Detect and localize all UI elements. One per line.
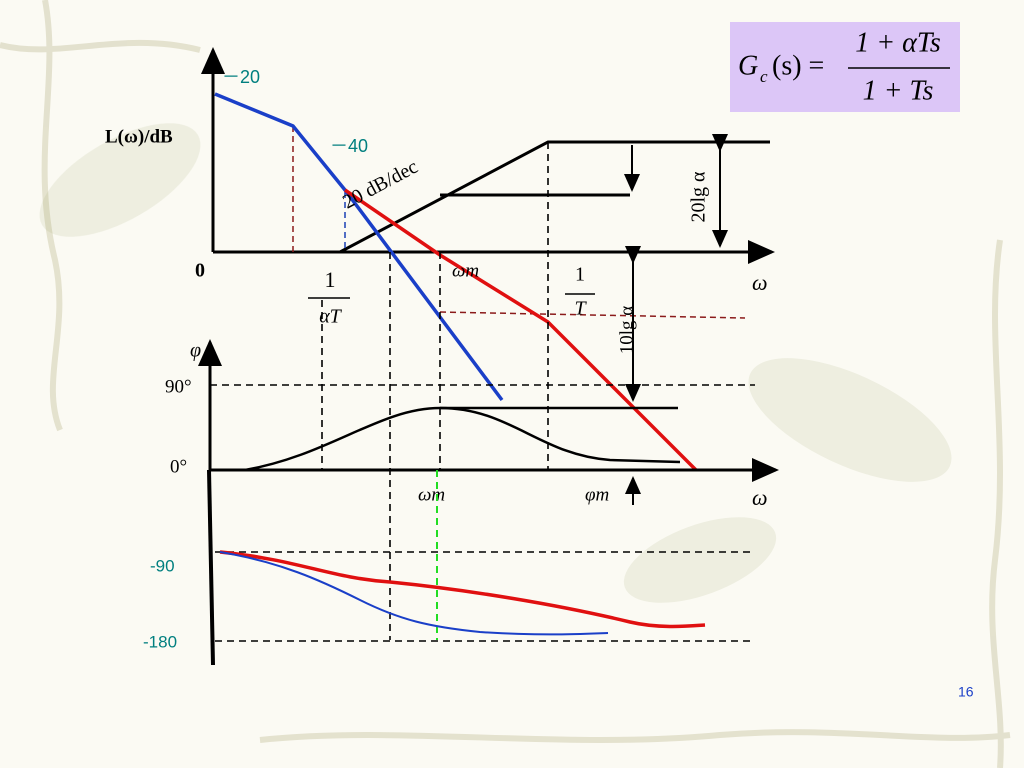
formula-lhs: G bbox=[738, 50, 758, 81]
phase-axis-label: φ bbox=[190, 340, 201, 362]
compensated-phase bbox=[219, 550, 706, 629]
break-numerator: 1 bbox=[575, 264, 585, 286]
magnitude-axis-label: L(ω)/dB bbox=[105, 126, 173, 147]
center-frequency-label: ωm bbox=[418, 484, 445, 505]
uncompensated-magnitude bbox=[214, 92, 504, 402]
origin-label: 0 bbox=[195, 260, 205, 282]
formula-subscript: c bbox=[760, 67, 768, 86]
break-denominator: αT bbox=[319, 306, 342, 328]
max-phase-label: φm bbox=[585, 484, 609, 505]
system-phase-axis bbox=[207, 469, 215, 666]
compensator-asymptote bbox=[213, 140, 770, 254]
center-frequency-label: ωm bbox=[452, 260, 479, 281]
formula-numerator: 1 + αTs bbox=[855, 27, 941, 58]
gain-label: 10lg α bbox=[616, 306, 637, 355]
phase-tick-label: -180 bbox=[143, 632, 177, 651]
formula-box bbox=[730, 22, 960, 112]
phase-tick-label: 0° bbox=[170, 456, 187, 477]
break-numerator: 1 bbox=[325, 267, 336, 292]
formula: G c (s) = 1 + αTs 1 + Ts bbox=[738, 27, 950, 106]
page-number: 16 bbox=[958, 684, 974, 700]
phase-tick-label: 90° bbox=[165, 376, 192, 397]
slope-label: －40 bbox=[330, 136, 368, 156]
x-axis-label: ω bbox=[752, 270, 768, 295]
uncompensated-phase bbox=[219, 551, 609, 636]
compensated-magnitude bbox=[344, 188, 698, 472]
formula-denominator: 1 + Ts bbox=[863, 75, 934, 106]
break-denominator: T bbox=[574, 298, 587, 320]
formula-argument: (s) = bbox=[772, 50, 824, 81]
slope-label: －20 bbox=[222, 67, 260, 87]
gain-dash bbox=[439, 311, 746, 319]
x-axis-label: ω bbox=[752, 485, 768, 510]
phase-tick-label: -90 bbox=[150, 556, 175, 575]
leaf-decoration bbox=[39, 123, 952, 603]
gain-label: 20lg α bbox=[688, 171, 710, 223]
